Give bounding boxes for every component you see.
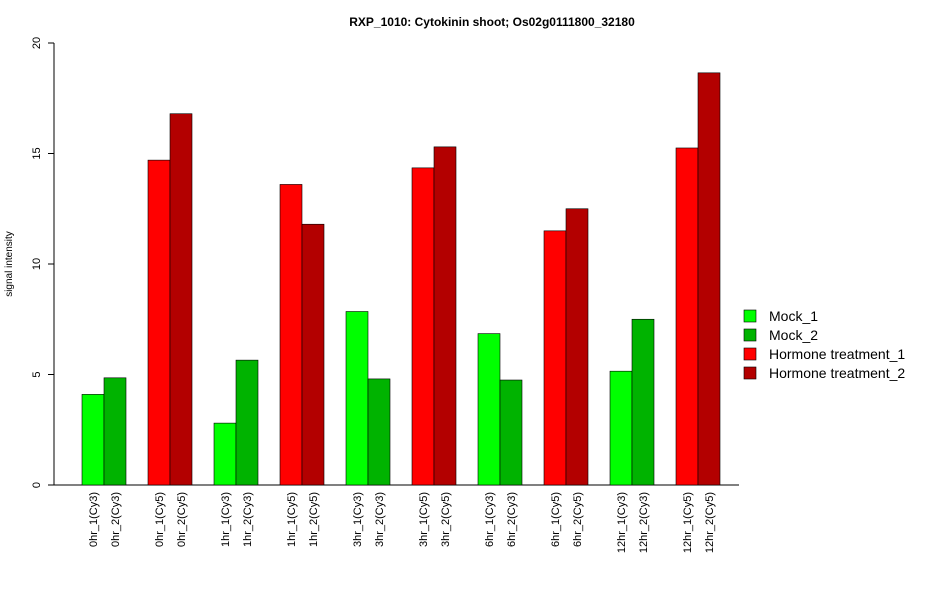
- y-axis-label: signal intensity: [4, 231, 15, 297]
- bar: [565, 208, 589, 486]
- x-tick-label: 0hr_2(Cy5): [176, 492, 188, 547]
- legend-label: Hormone treatment_1: [769, 346, 905, 362]
- x-tick-label: 1hr_2(Cy3): [242, 492, 254, 547]
- y-tick-label: 0: [31, 482, 43, 488]
- x-tick-label: 3hr_2(Cy3): [374, 492, 386, 547]
- y-axis-ticks: 0 5 10 15 20: [31, 37, 54, 488]
- x-tick-label: 1hr_1(Cy3): [220, 492, 232, 547]
- legend-swatch: [743, 366, 757, 380]
- bar: [367, 378, 391, 486]
- bar: [433, 146, 457, 486]
- x-tick-label: 6hr_1(Cy3): [484, 492, 496, 547]
- x-tick-label: 0hr_2(Cy3): [110, 492, 122, 547]
- bar: [675, 147, 699, 486]
- legend-swatch: [743, 347, 757, 361]
- bars-group: [81, 72, 721, 486]
- x-tick-label: 12hr_2(Cy3): [638, 492, 650, 553]
- y-tick-label: 5: [31, 371, 43, 377]
- x-tick-label: 0hr_1(Cy3): [88, 492, 100, 547]
- legend-label: Mock_1: [769, 308, 818, 324]
- x-tick-label: 6hr_1(Cy5): [550, 492, 562, 547]
- bar: [499, 379, 523, 486]
- bar: [279, 184, 303, 486]
- x-tick-label: 6hr_2(Cy3): [506, 492, 518, 547]
- legend-label: Hormone treatment_2: [769, 365, 905, 381]
- bar: [477, 333, 501, 486]
- bar: [697, 72, 721, 486]
- x-tick-label: 12hr_1(Cy5): [682, 492, 694, 553]
- x-tick-label: 3hr_2(Cy5): [440, 492, 452, 547]
- legend-label: Mock_2: [769, 327, 818, 343]
- y-tick-label: 15: [31, 147, 43, 159]
- x-axis-tick-labels: 0hr_1(Cy3) 0hr_2(Cy3) 0hr_1(Cy5) 0hr_2(Cy5)…: [88, 492, 716, 553]
- x-tick-label: 1hr_1(Cy5): [286, 492, 298, 547]
- y-tick-label: 20: [31, 37, 43, 49]
- chart-title: RXP_1010: Cytokinin shoot; Os02g0111800_…: [349, 15, 635, 29]
- bar: [81, 394, 105, 486]
- bar: [411, 167, 435, 486]
- x-tick-label: 3hr_1(Cy5): [418, 492, 430, 547]
- bar: [543, 230, 567, 486]
- bar: [609, 370, 633, 486]
- bar: [147, 159, 171, 486]
- bar: [103, 377, 127, 486]
- x-tick-label: 12hr_1(Cy3): [616, 492, 628, 553]
- bar: [301, 223, 325, 486]
- legend-swatch: [743, 309, 757, 323]
- bar: [169, 113, 193, 486]
- bar: [631, 318, 655, 486]
- y-tick-label: 10: [31, 258, 43, 270]
- legend-swatch: [743, 328, 757, 342]
- bar: [235, 359, 259, 486]
- bar: [345, 311, 369, 486]
- x-tick-label: 12hr_2(Cy5): [704, 492, 716, 553]
- x-tick-label: 3hr_1(Cy3): [352, 492, 364, 547]
- bar: [213, 422, 237, 486]
- x-tick-label: 1hr_2(Cy5): [308, 492, 320, 547]
- legend: Mock_1 Mock_2 Hormone treatment_1 Hormone t…: [743, 308, 905, 381]
- x-tick-label: 6hr_2(Cy5): [572, 492, 584, 547]
- x-tick-label: 0hr_1(Cy5): [154, 492, 166, 547]
